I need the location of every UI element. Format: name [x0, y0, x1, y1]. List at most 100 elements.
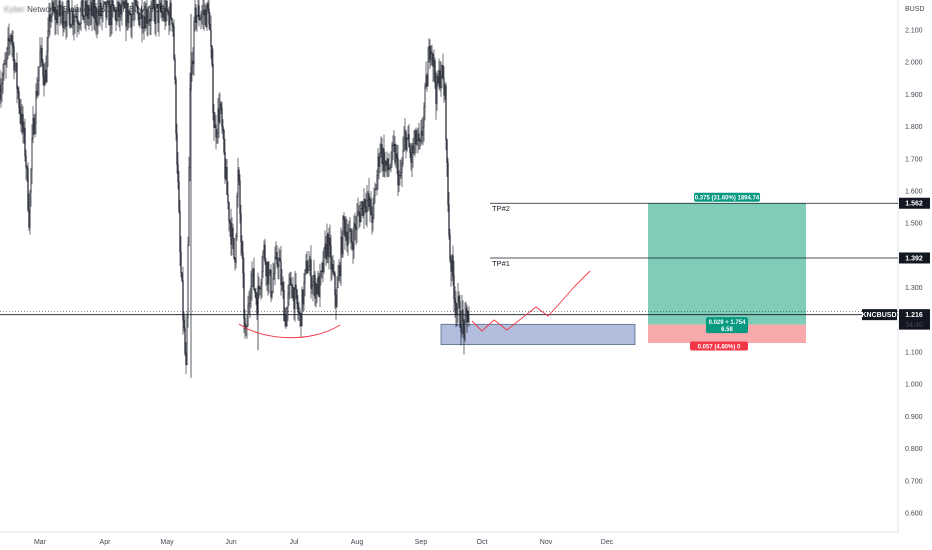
- candle-body: [20, 113, 22, 125]
- candle-body: [186, 317, 188, 365]
- candle-body: [178, 181, 180, 212]
- candle-body: [250, 285, 252, 298]
- candle-body: [43, 75, 45, 86]
- candle-body: [264, 244, 266, 262]
- candle-body: [4, 63, 6, 65]
- candle-body: [305, 261, 307, 271]
- candle-body: [396, 153, 398, 159]
- candle-body: [167, 10, 169, 13]
- candle-body: [111, 0, 113, 25]
- candle-body: [183, 319, 185, 329]
- candle-body: [90, 2, 92, 10]
- x-tick-label: Jul: [290, 539, 299, 546]
- candle-body: [448, 204, 450, 236]
- candle-body: [117, 1, 119, 11]
- candle-body: [166, 1, 168, 12]
- candle-body: [440, 76, 442, 88]
- candle-body: [432, 53, 434, 67]
- projection-drawing[interactable]: [471, 270, 591, 332]
- candle-body: [107, 0, 109, 3]
- candle-body: [129, 11, 131, 15]
- target-tag-text: 0.375 (31.60%) 1894.74: [695, 196, 760, 202]
- candle-body: [322, 263, 324, 272]
- candle-body: [164, 7, 166, 22]
- candle-body: [226, 167, 228, 195]
- candle-body: [97, 9, 99, 26]
- y-tick-label: 1.500: [905, 221, 923, 228]
- candle-body: [170, 2, 172, 19]
- candle-body: [38, 66, 40, 81]
- candle-body: [114, 10, 116, 12]
- candle-body: [453, 275, 455, 300]
- candle-body: [140, 9, 142, 19]
- candle-body: [323, 247, 325, 272]
- stop-zone[interactable]: [648, 324, 806, 343]
- candle-body: [377, 156, 379, 176]
- candle-body: [58, 0, 60, 15]
- candle-body: [369, 199, 371, 207]
- candle-body: [454, 298, 456, 303]
- candle-body: [156, 4, 158, 6]
- candle-body: [51, 2, 53, 18]
- candle-body: [385, 160, 387, 166]
- candle-body: [307, 270, 309, 273]
- entry-tag-text: 0.029 + 1.754: [709, 320, 747, 326]
- candle-body: [361, 201, 363, 209]
- demand-zone[interactable]: [440, 323, 636, 345]
- candle-body: [62, 6, 64, 28]
- candle-body: [150, 8, 152, 22]
- candle-body: [251, 274, 253, 287]
- rounded-bottom-drawing[interactable]: [238, 323, 341, 339]
- candle-body: [84, 1, 86, 17]
- candle-body: [157, 4, 159, 23]
- candle-body: [270, 269, 272, 298]
- candle-body: [241, 241, 243, 253]
- candle-body: [400, 172, 402, 176]
- candle-body: [26, 166, 28, 169]
- candle-body: [298, 311, 300, 314]
- x-tick-label: Nov: [540, 539, 553, 546]
- candle-body: [45, 70, 47, 83]
- candle-body: [169, 2, 171, 26]
- candle-body: [104, 1, 106, 4]
- candle-body: [403, 139, 405, 152]
- candle-body: [96, 22, 98, 26]
- candle-body: [127, 2, 129, 23]
- candle-body: [391, 144, 393, 164]
- candle-body: [467, 310, 469, 322]
- candle-body: [71, 10, 73, 26]
- candle-body: [40, 48, 42, 52]
- candle-body: [463, 320, 465, 339]
- candle-body: [351, 241, 353, 244]
- candle-body: [281, 282, 283, 286]
- candle-body: [70, 25, 72, 28]
- candle-body: [258, 285, 260, 289]
- candle-body: [348, 231, 350, 239]
- candle-body: [408, 134, 410, 148]
- candle-body: [255, 292, 257, 299]
- candle-body: [12, 41, 14, 48]
- candle-body: [44, 70, 46, 86]
- candle-body: [76, 16, 78, 22]
- candle-body: [147, 20, 149, 24]
- countdown-tag: [899, 319, 930, 330]
- candle-body: [428, 46, 430, 62]
- candle-body: [328, 238, 330, 257]
- target-zone[interactable]: [648, 203, 806, 325]
- candle-body: [325, 243, 327, 260]
- level-label: TP#2: [492, 204, 510, 213]
- candle-body: [301, 289, 303, 327]
- candle-body: [263, 244, 265, 253]
- candle-body: [99, 2, 101, 16]
- candle-body: [387, 158, 389, 170]
- candle-body: [458, 296, 460, 302]
- candle-body: [420, 131, 422, 142]
- candle-body: [426, 75, 428, 87]
- candle-body: [35, 91, 37, 124]
- candle-body: [118, 1, 120, 17]
- candle-body: [381, 144, 383, 165]
- y-tick-label: 1.300: [905, 285, 923, 292]
- candle-body: [304, 269, 306, 284]
- candle-body: [295, 284, 297, 291]
